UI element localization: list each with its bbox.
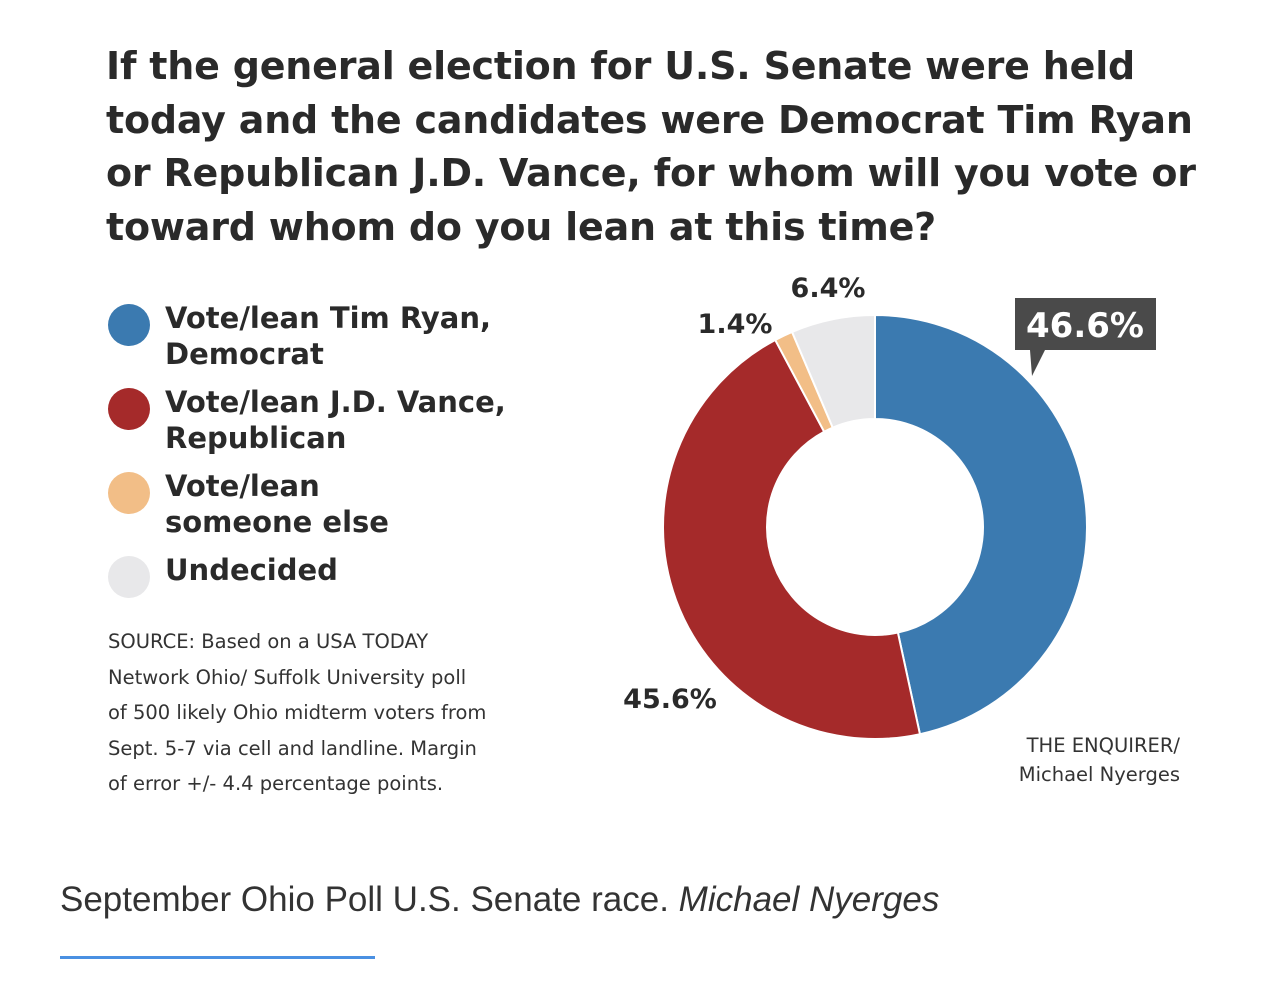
- slice-label-1: 45.6%: [623, 684, 717, 715]
- image-caption: September Ohio Poll U.S. Senate race. Mi…: [60, 880, 939, 920]
- legend-swatch-someone-else: [108, 472, 150, 514]
- source-note: SOURCE: Based on a USA TODAY Network Ohi…: [108, 624, 528, 802]
- poll-graphic: If the general election for U.S. Senate …: [106, 44, 1196, 802]
- legend: Vote/lean Tim Ryan, Democrat Vote/lean J…: [108, 300, 578, 600]
- source-line: Network Ohio/ Suffolk University poll: [108, 665, 467, 689]
- legend-swatch-ryan: [108, 304, 150, 346]
- legend-item-undecided: Undecided: [108, 552, 578, 598]
- callout-label-0: 46.6%: [1015, 298, 1156, 376]
- caption-divider: [60, 956, 375, 959]
- legend-swatch-vance: [108, 388, 150, 430]
- source-line: of error +/- 4.4 percentage points.: [108, 772, 444, 795]
- graphic-credit: THE ENQUIRER/ Michael Nyerges: [1019, 732, 1180, 789]
- donut-slice-1: [662, 338, 922, 740]
- credit-line1: THE ENQUIRER/: [1026, 734, 1180, 757]
- source-line: Sept. 5-7 via cell and landline. Margin: [108, 736, 477, 760]
- donut-chart: 46.6% 45.6% 1.4% 6.4%: [623, 273, 1156, 740]
- legend-label-line1: Vote/lean: [165, 469, 320, 503]
- caption-credit: Michael Nyerges: [678, 880, 940, 919]
- legend-swatch-undecided: [108, 556, 150, 598]
- legend-item-ryan: Vote/lean Tim Ryan, Democrat: [108, 300, 578, 372]
- source-line: of 500 likely Ohio midterm voters from: [108, 701, 487, 724]
- caption-text: September Ohio Poll U.S. Senate race.: [60, 880, 669, 919]
- legend-label-line2: someone else: [165, 505, 389, 539]
- legend-label-line2: Democrat: [165, 337, 324, 371]
- source-line: SOURCE: Based on a USA TODAY: [108, 630, 429, 653]
- slice-label-2: 1.4%: [698, 309, 773, 340]
- donut-slice-3: [790, 313, 876, 429]
- legend-label-line1: Vote/lean Tim Ryan,: [165, 301, 492, 335]
- credit-line2: Michael Nyerges: [1018, 762, 1180, 786]
- slice-label-3: 6.4%: [791, 273, 866, 304]
- legend-label-line1: Vote/lean J.D. Vance,: [165, 385, 506, 419]
- chart-title: If the general election for U.S. Senate …: [106, 44, 1196, 249]
- legend-item-vance: Vote/lean J.D. Vance, Republican: [108, 384, 578, 456]
- legend-label-line1: Undecided: [165, 553, 338, 587]
- svg-text:46.6%: 46.6%: [1026, 306, 1144, 346]
- legend-label-line2: Republican: [165, 421, 347, 455]
- legend-item-someone-else: Vote/lean someone else: [108, 468, 578, 540]
- donut-slice-0: [874, 313, 1088, 736]
